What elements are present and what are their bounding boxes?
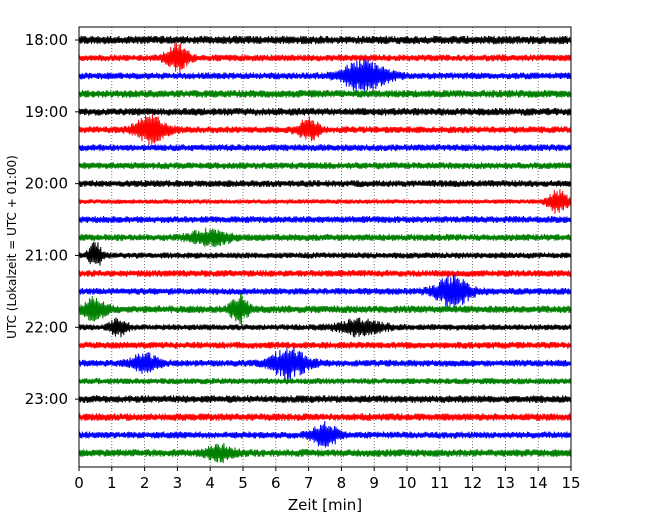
trace-20:45 — [78, 227, 571, 248]
trace-23:45 — [78, 442, 571, 464]
x-tick-label-10: 10 — [397, 474, 416, 492]
y-tick-label-20:00: 20:00 — [25, 175, 68, 193]
trace-20:00 — [78, 180, 571, 188]
trace-22:30 — [78, 347, 571, 382]
plot-frame — [78, 26, 572, 468]
y-tick-label-19:00: 19:00 — [25, 103, 68, 121]
x-tick-label-9: 9 — [369, 474, 379, 492]
x-tick-label-4: 4 — [205, 474, 215, 492]
seismic-traces — [78, 35, 571, 464]
x-tick-label-12: 12 — [463, 474, 482, 492]
trace-20:30 — [78, 216, 571, 224]
x-tick-label-0: 0 — [74, 474, 84, 492]
trace-19:00 — [78, 107, 571, 116]
trace-21:00 — [78, 241, 571, 266]
x-tick-label-7: 7 — [304, 474, 314, 492]
x-tick-label-13: 13 — [496, 474, 515, 492]
x-tick-label-1: 1 — [107, 474, 117, 492]
trace-22:15 — [78, 341, 571, 349]
trace-22:45 — [78, 378, 571, 385]
y-tick-label-18:00: 18:00 — [25, 31, 68, 49]
trace-18:15 — [78, 42, 571, 73]
x-axis-label: Zeit [min] — [288, 496, 362, 514]
trace-18:00 — [78, 35, 571, 45]
y-tick-label-22:00: 22:00 — [25, 318, 68, 336]
x-tick-label-2: 2 — [140, 474, 150, 492]
x-tick-label-8: 8 — [337, 474, 347, 492]
trace-21:45 — [78, 293, 571, 326]
x-tick-label-11: 11 — [430, 474, 449, 492]
trace-23:00 — [78, 395, 571, 404]
x-tick-label-3: 3 — [173, 474, 183, 492]
y-axis-label: UTC (Lokalzeit = UTC + 01:00) — [5, 155, 19, 339]
trace-23:15 — [78, 413, 571, 421]
y-tick-label-21:00: 21:00 — [25, 246, 68, 264]
y-tick-label-23:00: 23:00 — [25, 390, 68, 408]
y-axis-ticks: 18:00 19:00 20:00 21:00 22:00 23:00 — [25, 31, 79, 408]
x-axis-ticks: 0 1 2 3 4 5 6 7 8 9 10 11 12 13 14 15 — [74, 467, 581, 492]
grid-lines — [111, 27, 539, 467]
trace-19:30 — [78, 144, 571, 152]
x-tick-label-6: 6 — [271, 474, 281, 492]
trace-18:45 — [78, 89, 571, 98]
x-tick-label-15: 15 — [561, 474, 580, 492]
x-tick-label-5: 5 — [238, 474, 248, 492]
trace-23:30 — [78, 421, 571, 448]
trace-19:15 — [78, 114, 571, 145]
trace-18:30 — [78, 58, 571, 94]
trace-19:45 — [78, 162, 571, 170]
trace-20:15 — [78, 189, 571, 214]
trace-22:00 — [78, 317, 571, 338]
x-tick-label-14: 14 — [529, 474, 548, 492]
trace-21:15 — [78, 269, 571, 277]
trace-21:30 — [78, 274, 571, 308]
